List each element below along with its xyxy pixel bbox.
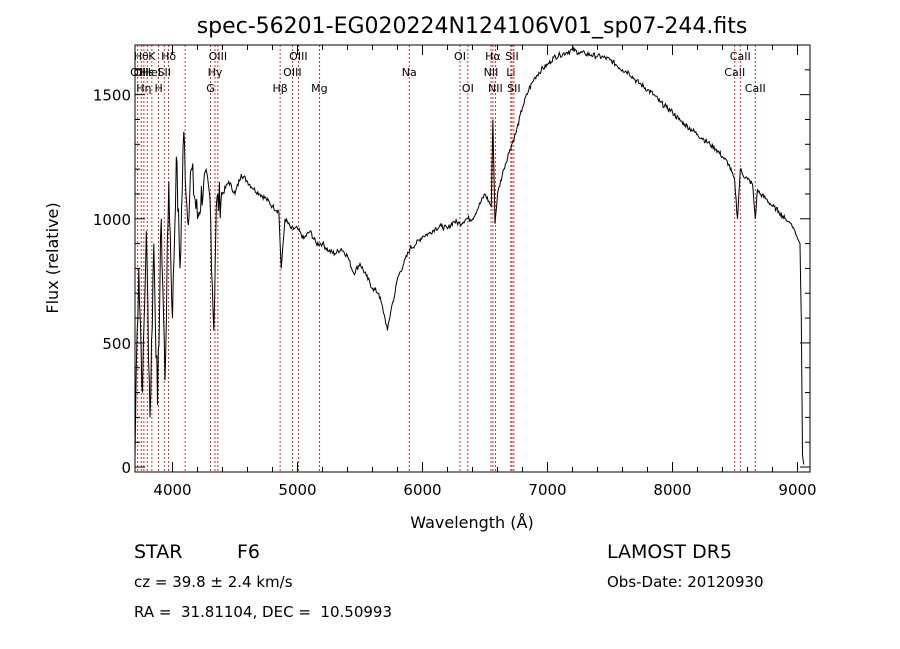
line-marker-label: NII: [484, 66, 499, 79]
x-tick-label: 9000: [778, 481, 816, 499]
x-tick-label: 8000: [653, 481, 691, 499]
y-tick-label: 1000: [93, 211, 131, 229]
line-marker-label: Mg: [311, 82, 327, 95]
line-marker-label: NII: [488, 82, 503, 95]
object-subclass: F6: [237, 541, 261, 563]
y-tick-label: 500: [102, 335, 131, 353]
line-marker-label: H: [154, 82, 162, 95]
line-marker-label: Hβ: [272, 82, 287, 95]
line-marker-label: CaII: [730, 50, 751, 63]
axis-ticks: 4000 5000 6000 7000 8000 9000 0 500 1000 1500: [93, 45, 817, 499]
line-marker-label: Hδ: [161, 50, 176, 63]
line-marker-label: Hη: [136, 82, 151, 95]
x-axis-label: Wavelength (Å): [410, 513, 533, 532]
chart-title: spec-56201-EG020224N124106V01_sp07-244.f…: [197, 14, 748, 39]
line-marker-label: Hε: [140, 66, 154, 79]
y-tick-label: 0: [121, 459, 131, 477]
spectrum-line: [134, 45, 805, 465]
line-marker-label: HeI: [143, 66, 161, 79]
x-tick-label: 7000: [528, 481, 566, 499]
line-marker-label: OIII: [289, 50, 307, 63]
redshift-cz: cz = 39.8 ± 2.4 km/s: [134, 573, 293, 591]
line-marker-label: OI: [462, 82, 474, 95]
object-class: STAR: [134, 541, 183, 563]
ra-dec-coordinates: RA = 31.81104, DEC = 10.50993: [134, 603, 393, 621]
line-marker-label: SII: [158, 66, 171, 79]
line-marker-label: CaII: [724, 66, 745, 79]
line-marker-label: G: [206, 82, 215, 95]
emission-line-markers: OIIHθOIIHηHεKHeIHSIIHδGHγOIIIHβOIIIOIIIM…: [130, 45, 766, 472]
line-marker-label: Na: [402, 66, 417, 79]
y-axis-label: Flux (relative): [43, 202, 62, 313]
x-tick-label: 5000: [278, 481, 316, 499]
line-marker-label: Hα: [485, 50, 501, 63]
x-tick-label: 4000: [153, 481, 191, 499]
line-marker-label: SII: [507, 82, 520, 95]
line-marker-label: Hθ: [134, 50, 149, 63]
line-marker-label: OIII: [283, 66, 301, 79]
line-marker-label: Hγ: [208, 66, 223, 79]
line-marker-label: Li: [506, 66, 515, 79]
line-marker-label: OII: [134, 66, 149, 79]
line-marker-label: OI: [454, 50, 466, 63]
line-marker-label: OIII: [209, 50, 227, 63]
line-marker-label: CaII: [745, 82, 766, 95]
y-tick-label: 1500: [93, 87, 131, 105]
survey-name: LAMOST DR5: [607, 541, 732, 563]
observation-date: Obs-Date: 20120930: [607, 573, 764, 591]
line-marker-label: K: [148, 50, 156, 63]
spectrum-series: [134, 45, 805, 465]
line-marker-label: SII: [505, 50, 518, 63]
plot-frame: [134, 44, 811, 473]
x-tick-label: 6000: [403, 481, 441, 499]
